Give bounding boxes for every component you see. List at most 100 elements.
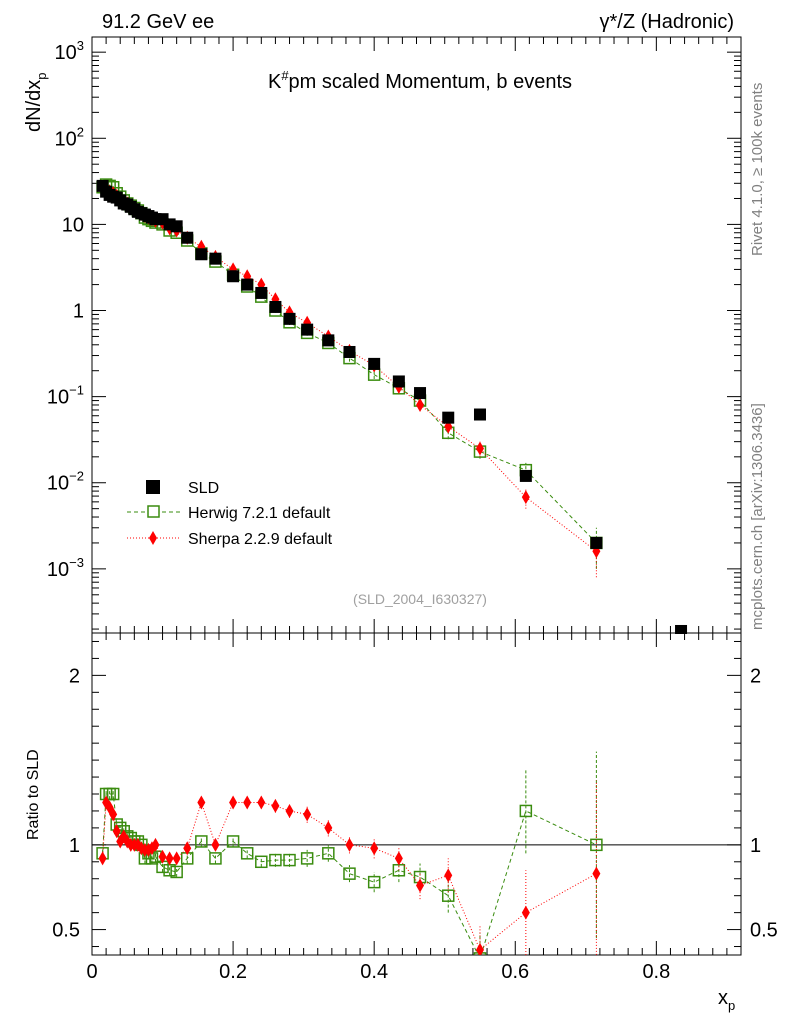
data-point-sld (181, 231, 194, 244)
main-y-tick-label-exp: −2 (69, 469, 84, 484)
data-point-sherpa (345, 837, 354, 852)
data-point-sld (590, 536, 603, 549)
data-point-herwig (255, 855, 268, 869)
ratio-panel-frame (91, 632, 742, 956)
analysis-watermark: (SLD_2004_I630327) (353, 591, 487, 607)
legend: SLD Herwig 7.2.1 default Sherpa 2.2.9 de… (127, 480, 333, 548)
ratio-y-tick-label-right: 2 (750, 665, 761, 687)
ratio-axis-ticks: 0.5 0.5 1 1 2 2 0 0.2 0.4 0.6 0.8 (52, 633, 778, 983)
main-y-tick-label-exp: 2 (77, 124, 84, 139)
ratio-y-tick-label-right: 1 (750, 835, 761, 857)
data-point-sherpa (109, 807, 118, 822)
data-point-sld (209, 252, 222, 265)
ratio-series-group (96, 751, 603, 955)
data-point-sld (343, 345, 356, 358)
legend-marker-herwig (147, 505, 160, 518)
main-y-tick-label: 10 (62, 214, 84, 236)
data-point-herwig (519, 804, 533, 818)
data-point-sld (255, 286, 268, 299)
data-point-sld (227, 270, 240, 283)
main-y-tick-label-base: 1 (73, 301, 84, 323)
data-point-herwig (322, 847, 335, 860)
data-point-sld (301, 323, 314, 336)
x-tick-label: 0 (86, 961, 97, 983)
main-y-tick-label-exp: −3 (69, 555, 84, 570)
legend-label-sherpa: Sherpa 2.2.9 default (188, 531, 333, 548)
header-left: 91.2 GeV ee (102, 11, 214, 33)
main-y-tick-label: 103 (55, 38, 84, 64)
data-point-sld (473, 408, 486, 421)
main-y-tick-label-exp: 3 (77, 38, 84, 53)
data-point-herwig (209, 852, 222, 865)
legend-marker-sld (146, 480, 160, 494)
x-axis-label-main: x (718, 987, 728, 1009)
legend-marker-sherpa (149, 531, 157, 545)
data-point-sherpa (151, 837, 160, 852)
main-y-tick-label: 10−1 (47, 383, 84, 409)
data-point-sld (519, 469, 532, 482)
main-y-tick-label-base: 10 (55, 128, 77, 150)
data-point-sherpa (394, 851, 403, 866)
data-point-sherpa (416, 397, 425, 412)
main-y-tick-label: 102 (55, 124, 84, 150)
legend-label-sld: SLD (188, 480, 219, 497)
data-point-sherpa (271, 798, 280, 813)
data-point-sherpa (324, 820, 333, 835)
data-point-herwig (170, 865, 183, 879)
data-point-sherpa (285, 803, 294, 818)
main-y-axis-label-main: dN/dx (23, 80, 45, 132)
main-y-tick-label: 10−3 (47, 555, 84, 581)
data-point-sherpa (475, 441, 484, 456)
data-point-sld (442, 411, 455, 424)
data-point-sld (414, 387, 427, 400)
ratio-y-tick-label-left: 0.5 (52, 920, 80, 942)
data-point-sherpa (197, 795, 206, 810)
plot-title-rest: pm scaled Momentum, b events (289, 71, 572, 93)
data-point-sld (322, 334, 335, 347)
data-point-herwig (283, 853, 296, 867)
main-series-group (96, 178, 688, 634)
data-point-herwig (441, 889, 455, 902)
data-point-sherpa (98, 851, 107, 866)
main-y-tick-label-base: 10 (47, 387, 69, 409)
ratio-y-tick-label-right: 0.5 (750, 920, 778, 942)
data-point-herwig (106, 787, 120, 801)
data-point-sherpa (444, 868, 453, 883)
data-point-sherpa (172, 851, 181, 866)
data-point-sherpa (123, 834, 132, 849)
plot-title-main: K (268, 71, 282, 93)
data-point-sld (269, 300, 282, 313)
data-point-sld (368, 357, 381, 370)
x-tick-label: 0.2 (219, 961, 247, 983)
data-point-herwig (269, 853, 282, 867)
x-tick-label: 0.4 (360, 961, 388, 983)
data-point-sherpa (475, 942, 484, 955)
data-point-herwig (240, 847, 254, 860)
data-point-sherpa (416, 878, 425, 893)
data-point-sherpa (183, 841, 192, 856)
data-point-sld (283, 312, 296, 325)
data-point-sherpa (257, 795, 266, 810)
main-y-axis-label: dN/dxp (23, 73, 49, 132)
data-point-sherpa (370, 841, 379, 856)
x-tick-label: 0.6 (501, 961, 529, 983)
data-point-sherpa (158, 849, 167, 864)
main-y-tick-label: 10−2 (47, 469, 84, 495)
main-y-tick-label-base: 10 (47, 559, 69, 581)
main-y-tick-label-base: 10 (47, 473, 69, 495)
data-point-sherpa (521, 905, 530, 920)
ratio-y-axis-label: Ratio to SLD (25, 749, 42, 840)
data-point-herwig (226, 835, 240, 848)
main-y-tick-label-exp: −1 (69, 383, 84, 398)
data-point-herwig (343, 867, 356, 880)
ratio-panel: 0.5 0.5 1 1 2 2 0 0.2 0.4 0.6 0.8 Ratio to SLD xp (25, 632, 778, 1013)
main-y-axis-label-sub: p (34, 73, 49, 80)
ratio-y-tick-label-left: 2 (69, 665, 80, 687)
main-y-tick-label-base: 10 (62, 214, 84, 236)
data-point-sld (392, 375, 405, 388)
plot-title: K#pm scaled Momentum, b events (268, 68, 572, 93)
data-point-sld (241, 278, 254, 291)
main-y-tick-label-base: 10 (55, 42, 77, 64)
